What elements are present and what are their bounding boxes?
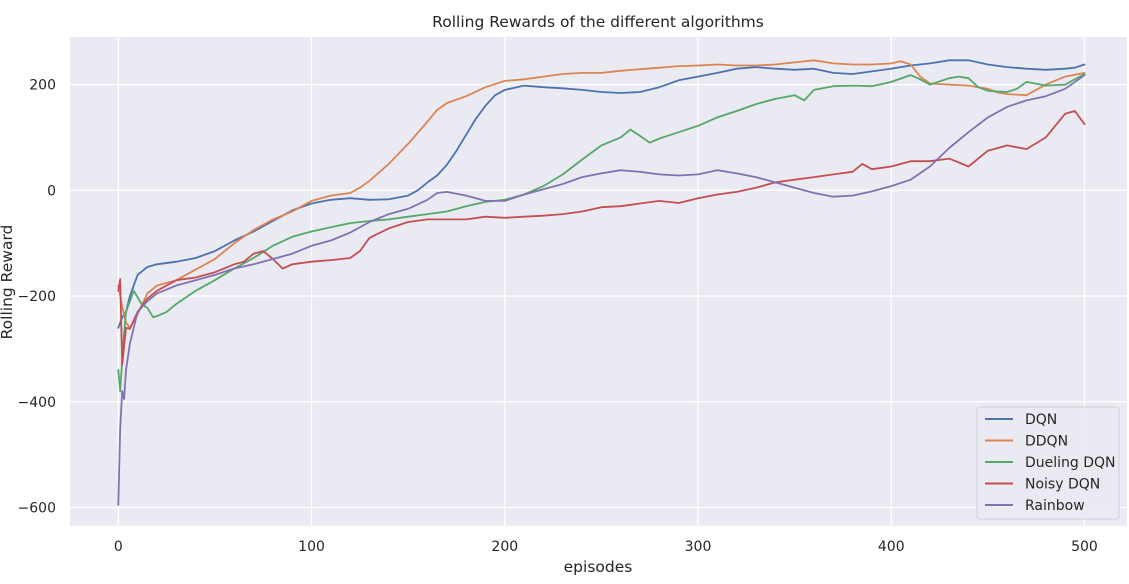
x-axis-title: episodes <box>564 558 633 576</box>
legend-label-dueling-dqn: Dueling DQN <box>1025 455 1116 471</box>
legend-label-noisy-dqn: Noisy DQN <box>1025 477 1100 493</box>
x-tick-label: 200 <box>491 539 518 555</box>
legend: DQN DDQN Dueling DQN Noisy DQN Rainbow <box>976 406 1120 520</box>
series-line-noisy-dqn <box>117 110 1086 366</box>
series-line-dueling-dqn <box>117 73 1086 393</box>
legend-label-ddqn: DDQN <box>1025 434 1068 450</box>
grid-lines <box>70 37 1127 526</box>
legend-label-dqn: DQN <box>1025 412 1057 428</box>
x-tick-label: 400 <box>878 539 905 555</box>
x-tick-label: 300 <box>685 539 712 555</box>
x-tick-label: 0 <box>114 539 123 555</box>
y-axis-title: Rolling Reward <box>0 225 16 340</box>
legend-box <box>976 406 1120 520</box>
series-line-ddqn <box>117 59 1086 329</box>
chart-title: Rolling Rewards of the different algorit… <box>432 13 764 31</box>
y-tick-label: −200 <box>18 289 56 305</box>
x-tick-label: 500 <box>1071 539 1098 555</box>
plot-background <box>70 37 1127 526</box>
x-tick-label: 100 <box>298 539 325 555</box>
y-tick-label: 200 <box>29 78 56 94</box>
legend-label-rainbow: Rainbow <box>1025 498 1085 514</box>
y-tick-label: −400 <box>18 395 56 411</box>
y-tick-label: 0 <box>47 183 56 199</box>
series-group <box>117 59 1086 506</box>
tick-labels: 0 100 200 300 400 500 −600 −400 −200 0 200 <box>18 78 1098 555</box>
y-tick-label: −600 <box>18 500 56 516</box>
series-line-rainbow <box>117 74 1086 506</box>
